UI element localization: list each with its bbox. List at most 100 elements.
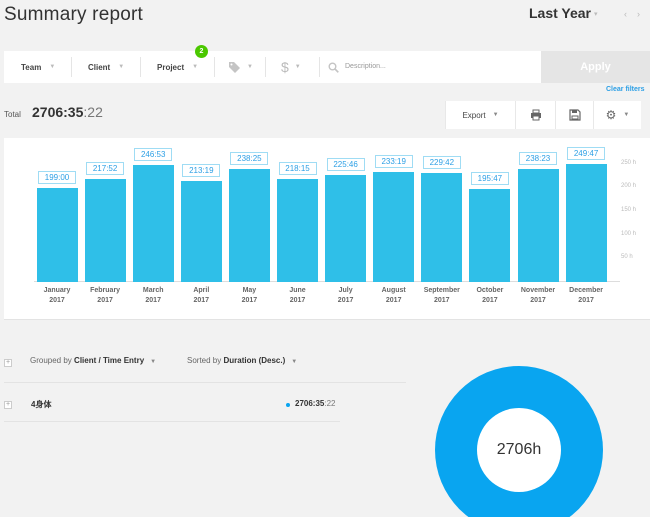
y-axis-tick-label: 50 h [621,254,633,261]
x-tick-month: March [142,287,164,294]
x-tick-month: September [423,287,460,294]
bar-data-label: 233:19 [374,154,413,168]
total-label: Total [4,110,21,119]
divider [4,319,650,320]
chart-bar[interactable] [180,181,222,282]
sort-by-value: Duration (Desc.) [223,356,286,365]
chart-bar[interactable] [373,171,415,282]
print-button[interactable] [515,101,555,129]
chevron-down-icon: ▼ [150,359,157,365]
x-tick-year: 2017 [337,297,354,304]
clear-filters-link[interactable]: Clear filters [606,86,645,93]
date-range-selector[interactable]: Last Year [529,5,592,21]
chart-bar[interactable] [325,175,367,282]
team-filter-label: Team [21,62,42,72]
divider [4,382,406,383]
x-tick-year: 2017 [241,297,258,304]
chevron-down-icon: ▼ [492,112,499,118]
apply-button[interactable]: Apply [541,51,650,83]
print-icon [530,109,541,121]
bar-data-label: 195:47 [470,172,509,186]
chart-bar[interactable] [517,169,559,282]
team-filter[interactable]: Team ▼ [21,51,55,83]
x-axis-tick-label: January 2017 [33,286,81,306]
next-period-button[interactable]: › [637,9,640,19]
x-axis-tick-label: August 2017 [370,286,418,306]
donut-center-label: 2706h [477,408,561,492]
x-tick-month: October [476,287,504,294]
bar-data-label: 218:15 [278,161,317,175]
expand-row-button[interactable]: + [4,401,12,409]
chevron-down-icon[interactable]: ▾ [594,11,598,18]
chevron-down-icon: ▼ [118,64,125,70]
sort-by-selector[interactable]: Sorted by Duration (Desc.) ▼ [187,356,297,365]
expand-all-button[interactable]: + [4,359,12,367]
x-axis-tick-label: March 2017 [129,286,177,306]
chart-bar[interactable] [565,163,607,282]
save-icon [568,109,581,121]
chart-bar[interactable] [132,165,174,282]
save-button[interactable] [555,101,593,129]
chart-bar[interactable] [228,169,270,282]
search-icon [328,51,339,83]
previous-period-button[interactable]: ‹ [624,9,627,19]
x-tick-year: 2017 [289,297,306,304]
x-axis-tick-label: February 2017 [81,286,129,306]
client-row-name[interactable]: 4身体 [31,400,52,409]
divider [140,57,141,77]
x-tick-year: 2017 [145,297,161,304]
x-tick-year: 2017 [434,297,450,304]
bar-data-label: 238:23 [519,152,557,166]
page-title: Summary report [4,4,144,25]
export-label: Export [462,110,486,120]
divider [71,57,72,77]
group-by-selector[interactable]: Grouped by Client / Time Entry ▼ [30,356,156,365]
row-seconds: :22 [324,399,336,408]
bar-data-label: 249:47 [567,146,606,160]
total-seconds: :22 [83,104,103,120]
divider [319,57,320,77]
gear-icon: ⚙ [605,108,617,122]
x-tick-year: 2017 [193,297,210,304]
dollar-icon: $ [281,59,289,75]
x-tick-month: July [338,287,353,294]
project-filter[interactable]: Project ▼ [157,51,198,83]
client-filter[interactable]: Client ▼ [88,51,124,83]
x-tick-month: February [90,287,121,294]
chart-bar[interactable] [36,187,78,282]
chart-bar[interactable] [421,173,463,282]
chart-bar[interactable] [84,178,126,282]
x-tick-month: January [43,287,71,294]
bar-data-label: 246:53 [134,148,173,162]
x-tick-month: April [193,287,210,294]
chevron-down-icon: ▼ [192,64,199,70]
x-tick-year: 2017 [578,297,594,304]
bar-data-label: 229:42 [422,156,461,170]
chevron-down-icon: ▼ [49,64,56,70]
tag-icon [229,61,240,73]
y-axis-tick-label: 250 h [621,159,637,166]
y-axis-tick-label: 100 h [621,230,637,237]
settings-button[interactable]: ⚙ ▼ [593,101,641,129]
chart-bar[interactable] [277,178,318,282]
sort-by-label: Sorted by [187,356,222,365]
group-by-value: Client / Time Entry [74,356,145,365]
x-tick-month: November [520,287,556,294]
x-tick-year: 2017 [530,297,546,304]
divider [265,57,266,77]
chevron-down-icon: ▼ [294,64,301,70]
x-axis-tick-label: May 2017 [225,286,273,306]
group-by-label: Grouped by [30,356,72,365]
divider [214,57,215,77]
x-tick-year: 2017 [482,297,498,304]
chevron-down-icon: ▼ [247,64,253,70]
chart-bar[interactable] [469,189,511,282]
billable-filter[interactable]: $ ▼ [281,51,301,83]
description-search-input[interactable]: Description... [345,63,386,70]
project-count-badge: 2 [195,45,208,58]
tag-filter[interactable]: ▼ [228,51,253,83]
export-button[interactable]: Export ▼ [445,101,515,129]
bar-data-label: 225:46 [326,158,365,172]
bar-data-label: 213:19 [182,164,221,178]
x-tick-year: 2017 [97,297,113,304]
